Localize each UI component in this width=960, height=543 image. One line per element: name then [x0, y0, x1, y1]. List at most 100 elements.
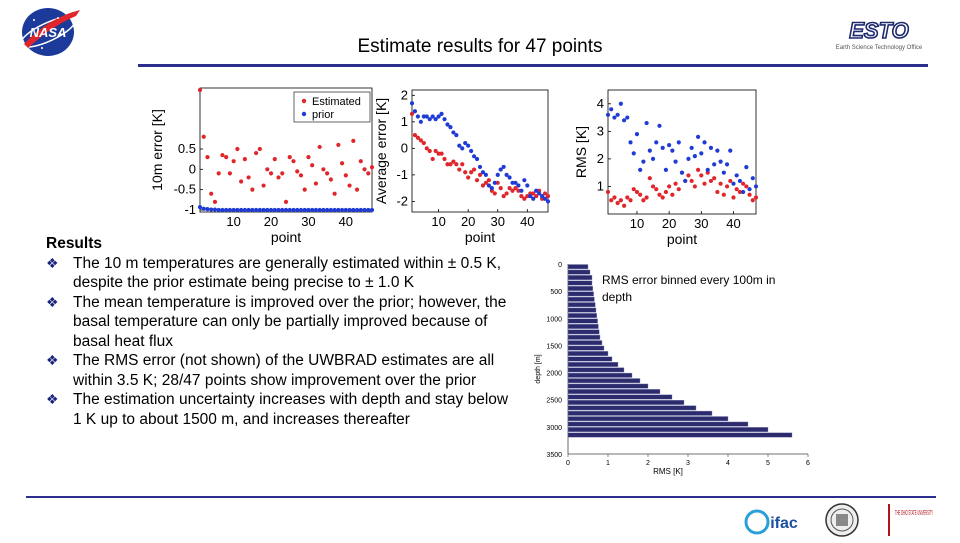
data-point	[686, 156, 691, 161]
data-point	[477, 172, 483, 177]
results-bullet: ❖ The 10 m temperatures are generally est…	[46, 254, 516, 293]
data-point	[750, 176, 755, 181]
data-point	[439, 151, 444, 156]
data-point	[734, 173, 739, 178]
histogram-bar	[567, 264, 589, 270]
data-point	[539, 193, 545, 199]
data-point	[351, 207, 356, 213]
legend-box	[293, 91, 371, 123]
data-point	[224, 155, 229, 160]
data-point	[250, 207, 255, 213]
data-point	[734, 187, 739, 192]
data-point	[471, 167, 477, 172]
data-point	[469, 170, 474, 175]
data-point	[510, 188, 515, 193]
histogram-bar	[567, 296, 595, 302]
histogram-bar	[567, 280, 593, 286]
esto-logo-text: ESTO	[849, 20, 909, 43]
data-point	[366, 171, 371, 176]
y-axis-label: depth [m]	[535, 354, 542, 383]
histogram-bar	[567, 318, 598, 324]
data-point	[615, 112, 620, 117]
data-point	[634, 189, 640, 195]
data-point	[209, 207, 214, 212]
data-point	[531, 196, 536, 201]
data-point	[676, 140, 681, 145]
data-point	[265, 167, 270, 172]
histogram-bar	[567, 421, 749, 427]
data-point	[212, 199, 218, 204]
data-point	[354, 207, 360, 213]
data-point	[545, 193, 551, 199]
data-point	[306, 207, 311, 213]
esto-logo-subtitle: Earth Science Technology Office	[836, 45, 923, 51]
data-point	[705, 167, 710, 173]
data-point	[628, 140, 633, 145]
data-point	[731, 181, 736, 186]
histogram-bar	[567, 372, 633, 378]
y-tick-label: 2000	[546, 371, 562, 378]
data-point	[224, 207, 229, 213]
data-point	[415, 114, 421, 119]
data-point	[460, 162, 465, 167]
results-bullet-text: The 10 m temperatures are generally esti…	[73, 254, 502, 292]
data-point	[501, 164, 506, 170]
data-point	[737, 178, 743, 184]
data-point	[737, 189, 743, 195]
y-tick-label: 0	[401, 140, 408, 155]
data-point	[433, 117, 438, 122]
data-point	[708, 178, 714, 184]
data-point	[641, 159, 646, 164]
y-tick-label: 2	[401, 87, 408, 102]
y-tick-label: 1	[401, 114, 408, 129]
histogram-bar	[567, 286, 593, 291]
data-point	[227, 207, 233, 213]
data-point	[287, 155, 292, 160]
data-point	[721, 170, 726, 175]
data-point	[504, 172, 509, 177]
x-axis-label: point	[271, 229, 301, 245]
data-point	[442, 156, 447, 162]
data-point	[460, 146, 465, 151]
data-point	[507, 186, 512, 191]
data-point	[427, 117, 432, 122]
y-axis-label: 10m error [K]	[149, 109, 165, 191]
diamond-bullet-icon: ❖	[46, 254, 59, 271]
data-point	[474, 178, 480, 183]
data-point	[534, 193, 539, 199]
data-point	[495, 172, 500, 177]
data-point	[445, 122, 450, 127]
data-point	[612, 195, 617, 200]
data-point	[715, 189, 720, 195]
data-point	[631, 187, 636, 192]
x-tick-label: 40	[726, 216, 740, 231]
data-point	[492, 191, 497, 196]
data-point	[197, 205, 203, 210]
histogram-bar	[567, 313, 597, 318]
data-point	[650, 156, 656, 161]
data-point	[424, 146, 429, 151]
data-point	[625, 115, 630, 120]
data-point	[542, 196, 548, 201]
data-point	[415, 135, 421, 140]
data-point	[712, 176, 717, 181]
data-point	[430, 156, 435, 162]
data-point	[430, 114, 435, 119]
data-point	[516, 183, 521, 188]
data-point	[702, 181, 707, 186]
data-point	[295, 207, 300, 213]
data-point	[242, 207, 247, 213]
data-point	[436, 151, 441, 156]
data-point	[513, 186, 518, 191]
histogram-bar	[567, 362, 619, 367]
histogram-bar	[567, 367, 625, 373]
x-tick-label: 20	[662, 216, 676, 231]
data-point	[466, 143, 471, 148]
data-point	[205, 155, 210, 160]
x-tick-label: 30	[694, 216, 708, 231]
data-point	[212, 207, 218, 212]
data-point	[261, 207, 266, 213]
data-point	[235, 146, 240, 152]
data-point	[343, 207, 348, 213]
y-tick-label: 1500	[546, 343, 562, 350]
